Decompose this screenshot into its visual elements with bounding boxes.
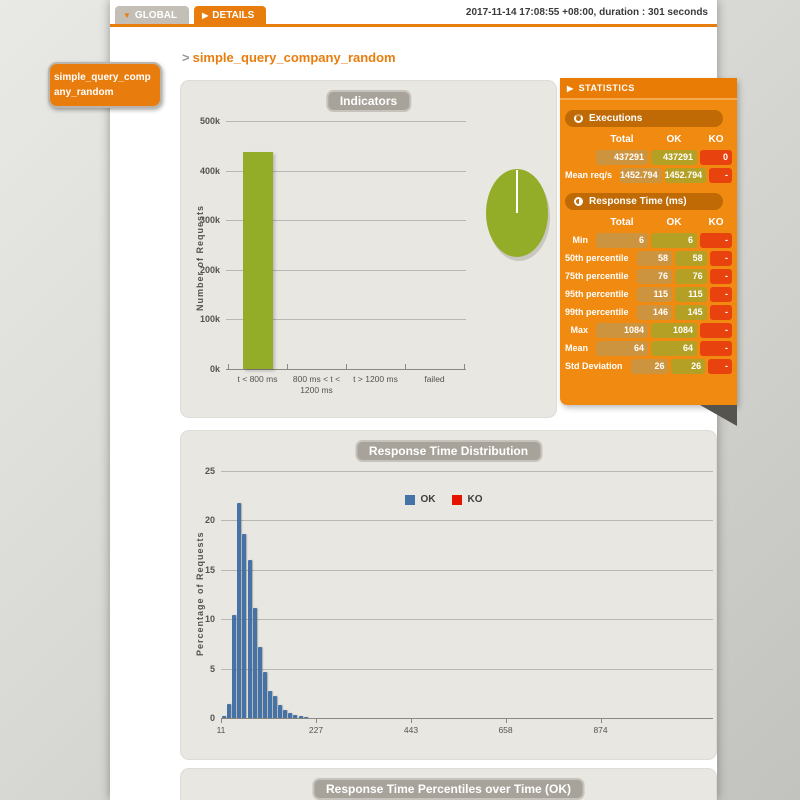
indicators-panel: Indicators 500k 400k 300k 200k 100k 0k t < 800…: [180, 80, 557, 418]
column-header-ok: OK: [666, 217, 682, 228]
percentiles-title: Response Time Percentiles over Time (OK): [312, 778, 585, 800]
response-time-section-header: Response Time (ms): [565, 193, 723, 210]
executions-icon: [574, 114, 583, 123]
table-row: 437291 437291 0: [565, 150, 732, 165]
legend-ok-swatch[interactable]: [404, 494, 415, 505]
sidebar-item-request[interactable]: simple_query_company_random: [48, 62, 162, 108]
tab-global-label: GLOBAL: [134, 10, 178, 21]
percentiles-panel: Response Time Percentiles over Time (OK): [180, 768, 717, 800]
indicators-title: Indicators: [325, 90, 412, 112]
executions-section-label: Executions: [589, 113, 643, 124]
table-row: Mean 64 64-: [565, 341, 733, 356]
table-row: Std Deviation 26 26-: [565, 359, 732, 374]
response-time-section-label: Response Time (ms): [589, 196, 687, 207]
tab-details[interactable]: ▶ DETAILS: [194, 6, 267, 24]
distribution-panel: Response Time Distribution OK KO 25 20 15 1…: [180, 430, 717, 760]
distribution-y-axis-label: Percentage of Requests: [195, 531, 205, 656]
column-header-ok: OK: [666, 134, 682, 145]
indicators-plot: 500k 400k 300k 200k 100k 0k t < 800 ms 800 ms <…: [181, 81, 556, 417]
tab-global[interactable]: ▼ GLOBAL: [115, 6, 190, 24]
chevron-right-icon: ▶: [202, 10, 209, 20]
pie-chart: [486, 169, 550, 261]
statistics-header: ▶ STATISTICS: [560, 78, 737, 100]
page-title: > simple_query_company_random: [182, 50, 396, 65]
chevron-right-icon: ▶: [567, 83, 574, 93]
executions-section-header: Executions: [565, 110, 723, 127]
clock-icon: [574, 197, 583, 206]
legend-ko-swatch[interactable]: [451, 494, 462, 505]
distribution-legend: OK KO: [181, 494, 716, 505]
title-prefix: >: [182, 50, 190, 65]
column-header-total: Total: [610, 134, 634, 145]
table-row: 50th percentile 58 58-: [565, 251, 732, 266]
tab-details-label: DETAILS: [212, 10, 255, 21]
executions-table: Total OK KO 437291 437291 0 Mean req/s 1452.794…: [560, 132, 737, 183]
table-row: Min 6 6-: [565, 233, 732, 248]
legend-ok-label[interactable]: OK: [420, 494, 436, 505]
table-row: 95th percentile 115 115-: [565, 287, 732, 302]
table-row: Max 1084 1084-: [565, 323, 732, 338]
statistics-panel: ▶ STATISTICS Executions Total OK KO 437291 4…: [560, 78, 737, 426]
response-time-table: Total OK KO Min 6 6- 50th percentile 58 58- 75th …: [560, 215, 737, 374]
table-row: 99th percentile 146 145-: [565, 305, 732, 320]
table-row: 75th percentile 76 76-: [565, 269, 732, 284]
report-timestamp: 2017-11-14 17:08:55 +08:00, duration : 3…: [465, 7, 708, 18]
column-header-ko: KO: [708, 134, 724, 145]
column-header-ko: KO: [708, 217, 724, 228]
legend-ko-label[interactable]: KO: [467, 494, 483, 505]
chevron-down-icon: ▼: [123, 10, 131, 20]
statistics-header-label: STATISTICS: [578, 83, 635, 93]
indicators-y-axis-label: Number of Requests: [195, 204, 205, 311]
distribution-plot: 25 20 15 10 5 0 11 227 443 658 874: [181, 431, 716, 759]
top-bar: ▼ GLOBAL ▶ DETAILS 2017-11-14 17:08:55 +…: [110, 0, 717, 27]
distribution-title: Response Time Distribution: [354, 440, 543, 462]
table-row: Mean req/s 1452.794 1452.794-: [565, 168, 732, 183]
title-text: simple_query_company_random: [192, 50, 396, 65]
column-header-total: Total: [610, 217, 634, 228]
tab-strip: ▼ GLOBAL ▶ DETAILS: [115, 6, 267, 24]
